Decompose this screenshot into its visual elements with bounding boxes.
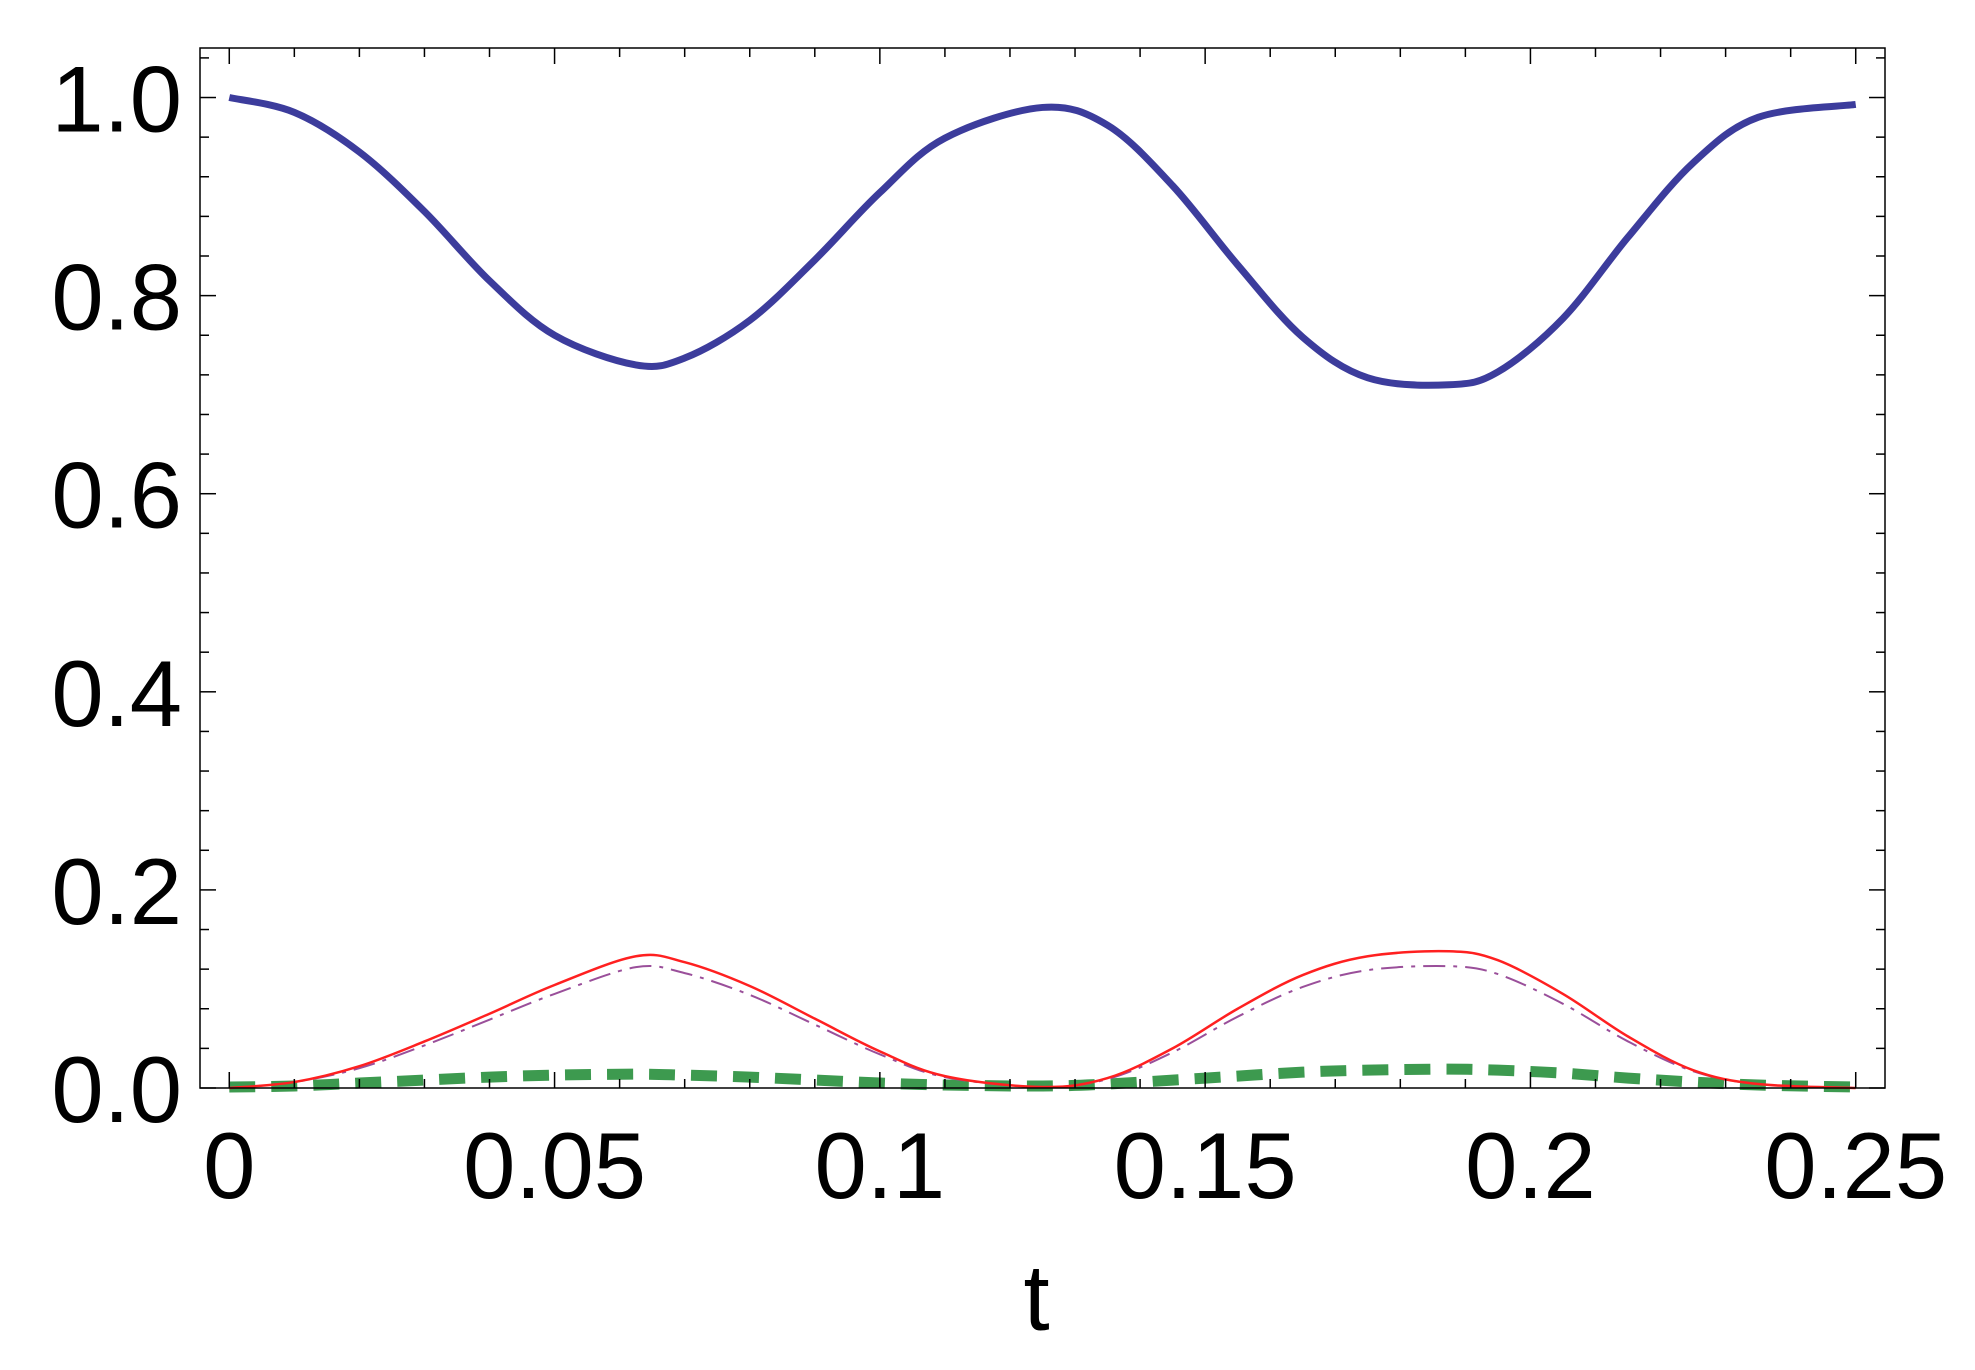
y-tick-label: 0.4 [51, 641, 182, 746]
x-tick-label: 0.1 [815, 1113, 946, 1218]
y-tick-label: 0.8 [51, 245, 182, 350]
tick-marks [200, 48, 1885, 1089]
x-tick-label: 0.15 [1114, 1113, 1297, 1218]
plot-frame [199, 47, 1886, 1089]
y-tick-labels: 0.0 0.2 0.4 0.6 0.8 1.0 [51, 47, 182, 1142]
x-tick-label: 0 [203, 1113, 255, 1218]
y-tick-label: 1.0 [51, 47, 182, 152]
y-tick-label: 0.2 [51, 839, 182, 944]
x-tick-label: 0.2 [1465, 1113, 1596, 1218]
series-line-4 [229, 1063, 1856, 1093]
y-tick-label: 0.6 [51, 443, 182, 548]
y-tick-label: 0.0 [51, 1037, 182, 1142]
x-tick-label: 0.05 [463, 1113, 646, 1218]
x-axis-title: t [1023, 1245, 1049, 1350]
x-tick-label: 0.25 [1764, 1113, 1947, 1218]
plot-series [228, 94, 1857, 1093]
series-line-2 [229, 949, 1856, 1090]
series-line-1 [228, 94, 1857, 389]
x-tick-labels: 0 0.05 0.1 0.15 0.2 0.25 [203, 1113, 1947, 1218]
